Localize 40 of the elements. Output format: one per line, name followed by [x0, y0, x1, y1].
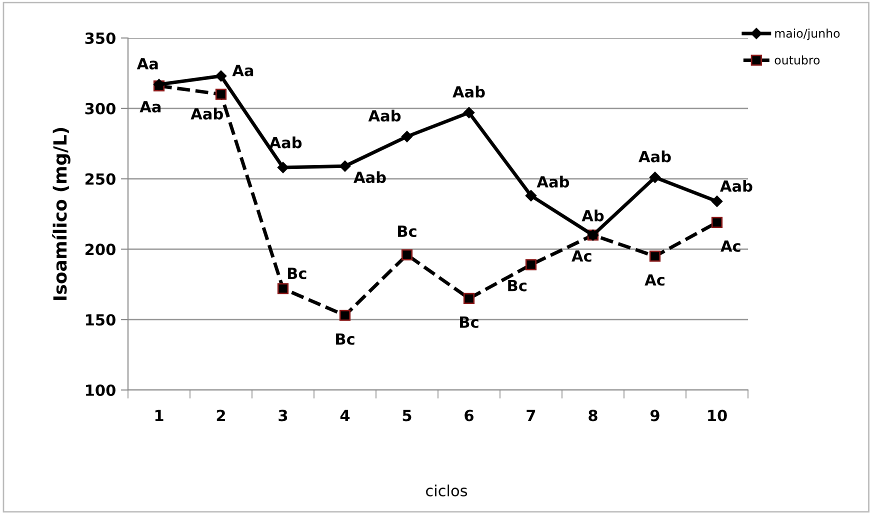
annotation: Aab [354, 171, 386, 184]
x-tick-label: 3 [278, 410, 288, 422]
annotation: Aa [140, 101, 161, 113]
annotation: Bc [508, 280, 526, 292]
annotation: Bc [336, 333, 354, 345]
y-tick-label: 200 [86, 244, 116, 256]
annotation: Ac [644, 274, 664, 286]
x-axis-title: ciclos [426, 484, 468, 496]
annotation: Bc [398, 226, 416, 238]
x-tick-label: 6 [464, 410, 474, 422]
annotation: Aab [368, 110, 401, 122]
y-tick-label: 350 [85, 32, 116, 44]
annotation: Bc [460, 316, 478, 328]
x-tick-label: 8 [588, 410, 598, 422]
x-tick-label: 9 [650, 410, 660, 422]
annotation: Ac [720, 240, 740, 252]
annotation: Ac [572, 250, 592, 262]
annotation: Aa [136, 58, 158, 70]
annotation: Aab [720, 180, 752, 192]
x-tick-label: 1 [155, 410, 164, 422]
y-axis-title: Isoamílico (mg/L) [52, 128, 70, 300]
annotation: Bc [288, 268, 306, 280]
y-tick-label: 100 [86, 384, 116, 396]
y-tick-label: 300 [85, 102, 116, 114]
x-tick-label: 2 [216, 410, 225, 422]
y-tick-label: 150 [86, 314, 116, 326]
x-tick-label: 10 [708, 410, 727, 422]
annotation: Aab [536, 176, 570, 188]
annotation: Ab [582, 210, 604, 222]
legend-label: outubro [774, 55, 820, 65]
x-tick-label: 5 [402, 410, 412, 422]
annotation: Aab [190, 108, 223, 120]
x-tick-label: 4 [340, 410, 350, 422]
annotation: Aab [452, 86, 485, 98]
y-tick-label: 250 [86, 173, 116, 185]
x-tick-label: 7 [526, 410, 536, 422]
annotation: Aab [269, 136, 302, 148]
annotation: Aa [232, 64, 254, 76]
annotation: Aab [638, 150, 671, 162]
legend-label: maio/junho [775, 28, 840, 40]
